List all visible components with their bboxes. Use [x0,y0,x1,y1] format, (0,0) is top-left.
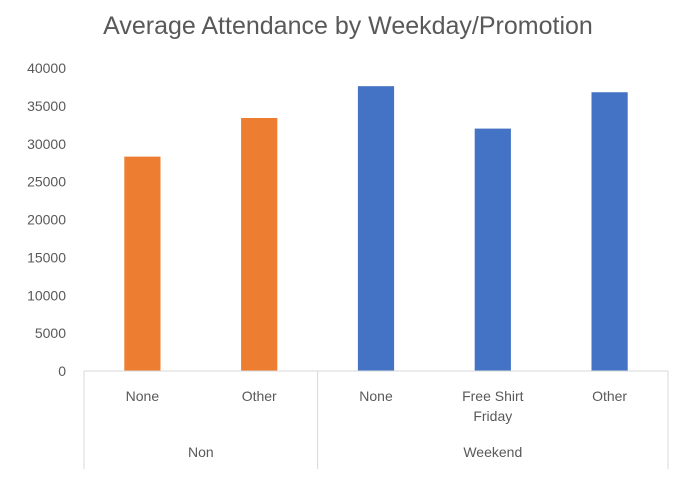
y-tick-label: 25000 [27,174,66,190]
chart-title: Average Attendance by Weekday/Promotion [103,12,593,40]
x-tick-label-line: Other [242,388,277,404]
x-tick-label-line: Friday [473,408,512,424]
x-tick-label-line: None [359,388,393,404]
bars [124,86,628,372]
bar [357,86,395,372]
x-tick-label: None [126,388,160,404]
y-tick-label: 35000 [27,98,66,114]
bar [591,92,628,372]
y-tick-label: 30000 [27,136,66,152]
y-tick-label: 10000 [27,287,66,303]
y-axis: 0 5000 10000 15000 20000 25000 30000 35000 40000 [27,60,66,379]
x-tick-label-line: Other [592,388,627,404]
y-tick-label: 20000 [27,212,66,228]
x-axis: None Other Non None Free Shirt Friday Other Wee… [83,370,669,469]
x-tick-label: Other [242,388,277,404]
bar [241,117,278,372]
bar [124,156,161,371]
x-tick-label-line: None [126,388,160,404]
y-tick-label: 0 [58,363,66,379]
x-tick-label: Other [592,388,627,404]
x-tick-label-line: Free Shirt [462,388,524,404]
group-label: Non [188,444,214,460]
bar [474,128,511,371]
y-tick-label: 40000 [27,60,66,76]
x-tick-label: None [359,388,393,404]
y-tick-label: 15000 [27,249,66,265]
group-label: Weekend [463,444,522,460]
y-tick-label: 5000 [35,325,66,341]
x-tick-label: Free Shirt Friday [462,388,524,424]
